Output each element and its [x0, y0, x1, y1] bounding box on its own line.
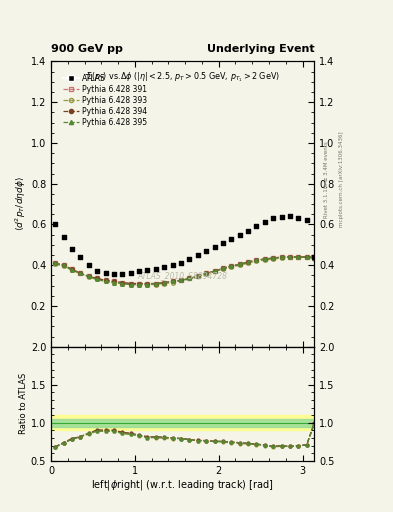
Bar: [51, 415, 314, 431]
Point: [136, 267, 142, 275]
Point: [228, 234, 235, 243]
Point: [311, 253, 318, 261]
Text: $\Sigma(p_T)$ vs.$\Delta\phi$ ($|\eta| < 2.5$, $p_T > 0.5$ GeV, $p_{T_1} > 2$ Ge: $\Sigma(p_T)$ vs.$\Delta\phi$ ($|\eta| <…: [86, 70, 280, 83]
Legend: ATLAS, Pythia 6.428 391, Pythia 6.428 393, Pythia 6.428 394, Pythia 6.428 395: ATLAS, Pythia 6.428 391, Pythia 6.428 39…: [60, 71, 150, 130]
Text: Rivet 3.1.10, ≥ 3.4M events: Rivet 3.1.10, ≥ 3.4M events: [324, 141, 329, 218]
Text: 900 GeV pp: 900 GeV pp: [51, 44, 123, 54]
Point: [237, 230, 243, 239]
Point: [186, 255, 193, 263]
Text: ATLAS_2010_S8894728: ATLAS_2010_S8894728: [138, 271, 228, 280]
Point: [103, 269, 109, 278]
Point: [69, 245, 75, 253]
Point: [253, 222, 260, 230]
Point: [111, 270, 117, 279]
Point: [203, 247, 209, 255]
Y-axis label: Ratio to ATLAS: Ratio to ATLAS: [19, 373, 28, 434]
Text: Underlying Event: Underlying Event: [207, 44, 314, 54]
Point: [178, 259, 184, 267]
Point: [119, 270, 125, 279]
Point: [169, 261, 176, 269]
Bar: [51, 419, 314, 426]
Point: [94, 267, 100, 275]
Point: [303, 216, 310, 224]
Point: [128, 269, 134, 278]
Point: [195, 251, 201, 259]
Point: [245, 226, 251, 234]
Point: [161, 263, 167, 271]
Point: [86, 261, 92, 269]
Point: [278, 213, 285, 221]
Point: [287, 212, 293, 220]
Text: mcplots.cern.ch [arXiv:1306.3436]: mcplots.cern.ch [arXiv:1306.3436]: [339, 132, 344, 227]
Point: [77, 253, 84, 261]
Point: [270, 214, 276, 222]
Point: [220, 239, 226, 247]
Point: [211, 243, 218, 251]
Point: [52, 220, 59, 228]
Point: [144, 266, 151, 274]
Y-axis label: $\langle d^2 p_T / d\eta d\phi \rangle$: $\langle d^2 p_T / d\eta d\phi \rangle$: [14, 177, 28, 231]
Point: [61, 232, 67, 241]
Point: [295, 214, 301, 222]
Point: [262, 218, 268, 226]
Point: [153, 265, 159, 273]
X-axis label: left|$\phi$right| (w.r.t. leading track) [rad]: left|$\phi$right| (w.r.t. leading track)…: [91, 478, 274, 493]
